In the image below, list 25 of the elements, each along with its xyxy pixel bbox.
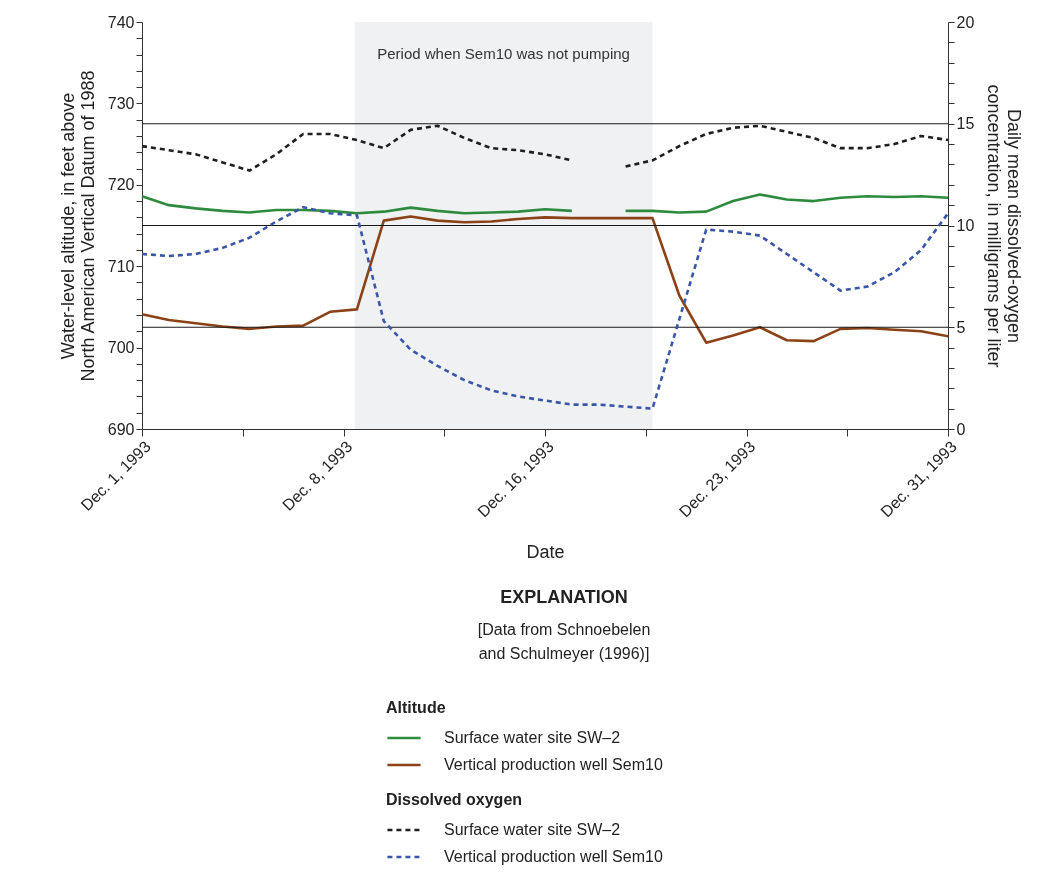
y2-axis-title: Daily mean dissolved-oxygen concentration, in milligrams per liter: [984, 84, 1025, 368]
y-tick-label: 700: [107, 339, 135, 357]
band-label: Period when Sem10 was not pumping: [377, 45, 630, 62]
y2-tick-label: 15: [956, 115, 975, 133]
y-tick-label: 690: [107, 420, 135, 438]
legend-label: Vertical production well Sem10: [444, 756, 663, 773]
y2-tick-label: 5: [956, 318, 966, 336]
y2-tick-label: 20: [956, 13, 975, 31]
y2-tick-label: 10: [956, 217, 975, 234]
text: [Data from Schnoebelen and Schulmeyer (1996)]: [477, 621, 651, 662]
line-series: [140, 215, 950, 345]
legend-label: Surface water site SW–2: [444, 729, 621, 746]
x-axis-title: Date: [526, 542, 565, 563]
y-tick-label: 710: [107, 257, 135, 275]
legend-title: EXPLANATION: [500, 587, 628, 607]
y-tick-label: 730: [107, 94, 135, 112]
y-axis-title: Water-level altitude, in feet above North American Vertical Datum of 1988: [57, 70, 98, 382]
y-tick-label: 720: [107, 176, 135, 194]
y2-tick-label: 0: [956, 420, 966, 438]
legend-label: Vertical production well Sem10: [444, 848, 663, 865]
legend-label: Surface water site SW–2: [444, 821, 621, 838]
y-tick-label: 740: [107, 13, 135, 31]
text: Dissolved oxygen: [386, 791, 523, 808]
line-series: [140, 205, 950, 410]
text: Altitude: [386, 699, 446, 716]
